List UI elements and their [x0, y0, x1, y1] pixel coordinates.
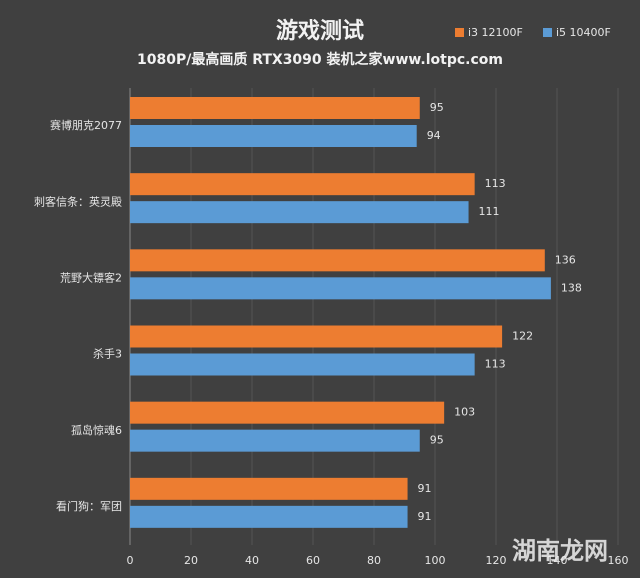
bar	[130, 353, 475, 376]
x-tick-label: 160	[608, 554, 629, 567]
x-tick-label: 20	[184, 554, 198, 567]
legend-swatch	[455, 28, 464, 37]
watermark: 湖南龙网	[512, 537, 608, 565]
x-tick-label: 40	[245, 554, 259, 567]
y-tick-label: 赛博朋克2077	[50, 118, 122, 132]
value-label: 91	[418, 510, 432, 523]
value-label: 138	[561, 281, 582, 294]
value-label: 91	[418, 482, 432, 495]
legend-swatch	[543, 28, 552, 37]
x-tick-label: 80	[367, 554, 381, 567]
x-tick-label: 140	[547, 554, 568, 567]
bar	[130, 429, 420, 452]
legend-label: i5 10400F	[556, 26, 611, 39]
y-tick-label: 刺客信条：英灵殿	[34, 194, 122, 208]
x-tick-label: 0	[127, 554, 134, 567]
x-tick-label: 100	[425, 554, 446, 567]
bar	[130, 477, 408, 500]
bar	[130, 125, 417, 147]
value-label: 136	[555, 253, 576, 266]
y-tick-label: 杀手3	[93, 347, 122, 361]
chart-title: 游戏测试	[276, 18, 364, 44]
value-label: 113	[485, 177, 506, 190]
y-tick-label: 荒野大镖客2	[60, 270, 122, 284]
value-label: 113	[485, 358, 506, 371]
bar	[130, 249, 545, 272]
y-tick-label: 看门狗：军团	[56, 499, 122, 513]
bar	[130, 173, 475, 196]
bar	[130, 277, 551, 300]
bar	[130, 505, 408, 528]
value-label: 103	[454, 406, 475, 419]
bar	[130, 97, 420, 119]
bar	[130, 325, 503, 348]
x-tick-label: 60	[306, 554, 320, 567]
bar	[130, 401, 445, 424]
y-tick-label: 孤岛惊魂6	[71, 423, 122, 437]
value-label: 111	[479, 205, 500, 218]
value-label: 122	[512, 330, 533, 343]
chart-subtitle: 1080P/最高画质 RTX3090 装机之家www.lotpc.com	[137, 51, 503, 68]
legend-label: i3 12100F	[468, 26, 523, 39]
x-tick-label: 120	[486, 554, 507, 567]
bar	[130, 201, 469, 224]
value-label: 95	[430, 101, 444, 114]
value-label: 94	[427, 129, 441, 142]
value-label: 95	[430, 434, 444, 447]
